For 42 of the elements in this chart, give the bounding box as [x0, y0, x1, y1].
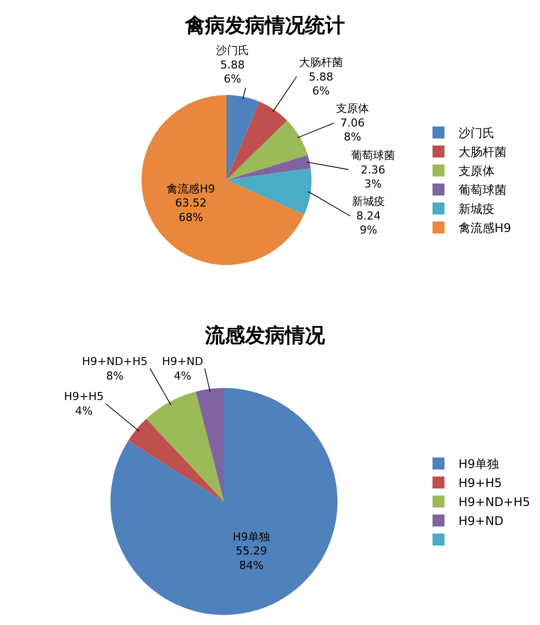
slice-label: H9+ND	[162, 355, 204, 368]
slice-label: H9单独	[232, 530, 270, 544]
legend-label: H9+H5	[458, 476, 502, 490]
legend-label: 沙门氏	[458, 126, 494, 140]
pie-slice	[128, 418, 224, 502]
data-label: 8%	[106, 369, 124, 382]
chart-title: 流感发病情况	[204, 323, 326, 347]
legend-label: H9+ND	[458, 514, 504, 528]
pie-slice	[226, 95, 260, 180]
data-label: 7.06 8%	[340, 116, 365, 144]
pie-slice	[226, 155, 311, 180]
slice-label: 葡萄球菌	[351, 149, 395, 162]
slice-label: 支原体	[336, 102, 369, 115]
slice-label: H9+ND+H5	[82, 355, 148, 368]
data-label: 4%	[75, 404, 93, 418]
legend-label: 新城疫	[458, 202, 494, 216]
slice-label: H9+H5	[64, 390, 104, 403]
legend-label: 禽流感H9	[458, 221, 512, 236]
slice-label: 新城疫	[352, 195, 385, 208]
slice-label: 大肠杆菌	[299, 56, 343, 69]
pie-slice	[142, 95, 304, 265]
legend-label: 葡萄球菌	[458, 183, 506, 198]
slice-label: 沙门氏	[216, 44, 249, 57]
slice-label: 禽流感H9	[166, 182, 216, 196]
data-label: 5.88 6%	[308, 70, 334, 98]
chart-title: 禽病发病情况统计	[184, 13, 345, 37]
legend-label: H9+ND+H5	[458, 495, 530, 510]
data-label: 4%	[174, 369, 192, 382]
data-label: 2.36 3%	[360, 163, 386, 191]
legend-label: 大肠杆菌	[458, 145, 506, 160]
data-label: 8.24 9%	[356, 209, 381, 237]
data-label: 55.29 84%	[236, 544, 268, 572]
pie-slice	[110, 388, 338, 615]
data-label: 5.88 6%	[220, 58, 245, 86]
pie-slice	[226, 120, 308, 180]
legend-label: 支原体	[458, 164, 494, 178]
pie-slice	[226, 168, 312, 215]
pie-slice	[146, 392, 224, 502]
data-label: 63.52 68%	[175, 196, 207, 224]
legend-label: H9单独	[458, 457, 500, 472]
pie-slice	[196, 388, 224, 502]
pie-slice	[226, 102, 288, 180]
